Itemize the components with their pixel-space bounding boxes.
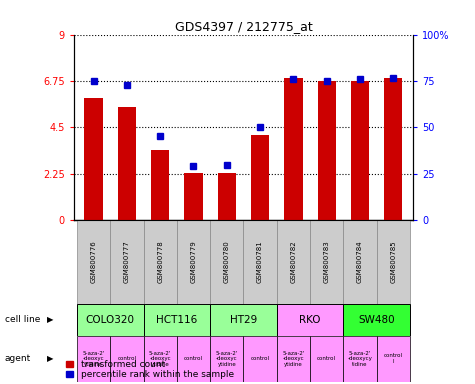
Bar: [244, 220, 277, 303]
Bar: [377, 220, 410, 303]
Text: 5-aza-2'
-deoxyc
ytidine: 5-aza-2' -deoxyc ytidine: [216, 351, 238, 367]
Text: SW480: SW480: [358, 314, 395, 324]
Bar: [118, 107, 136, 220]
Bar: [251, 134, 269, 220]
Bar: [343, 303, 410, 336]
Text: GSM800781: GSM800781: [257, 240, 263, 283]
Text: 5-aza-2'
-deoxyc
ytidine: 5-aza-2' -deoxyc ytidine: [149, 351, 171, 367]
Bar: [177, 220, 210, 303]
Bar: [110, 336, 143, 382]
Bar: [177, 336, 210, 382]
Text: GSM800782: GSM800782: [290, 240, 296, 283]
Bar: [110, 220, 143, 303]
Text: GSM800780: GSM800780: [224, 240, 230, 283]
Bar: [244, 336, 277, 382]
Text: ▶: ▶: [47, 315, 53, 324]
Bar: [218, 173, 236, 220]
Text: ▶: ▶: [47, 354, 53, 363]
Text: GSM800783: GSM800783: [323, 240, 330, 283]
Bar: [284, 78, 303, 220]
Text: HT29: HT29: [230, 314, 257, 324]
Text: 5-aza-2'
-deoxycy
tidine: 5-aza-2' -deoxycy tidine: [348, 351, 372, 367]
Text: control
l: control l: [384, 354, 403, 364]
Bar: [143, 303, 210, 336]
Bar: [85, 98, 103, 220]
Text: COLO320: COLO320: [86, 314, 135, 324]
Bar: [384, 78, 402, 220]
Bar: [210, 220, 244, 303]
Text: cell line: cell line: [5, 315, 40, 324]
Bar: [351, 81, 369, 220]
Text: HCT116: HCT116: [156, 314, 198, 324]
Bar: [343, 336, 377, 382]
Bar: [310, 220, 343, 303]
Bar: [143, 336, 177, 382]
Bar: [317, 81, 336, 220]
Bar: [210, 336, 244, 382]
Text: GSM800785: GSM800785: [390, 240, 396, 283]
Bar: [143, 220, 177, 303]
Text: GSM800778: GSM800778: [157, 240, 163, 283]
Text: control: control: [117, 356, 136, 361]
Text: GSM800779: GSM800779: [190, 240, 197, 283]
Bar: [77, 336, 110, 382]
Text: GSM800777: GSM800777: [124, 240, 130, 283]
Bar: [310, 336, 343, 382]
Legend: transformed count, percentile rank within the sample: transformed count, percentile rank withi…: [66, 360, 234, 379]
Text: control: control: [184, 356, 203, 361]
Bar: [277, 220, 310, 303]
Bar: [77, 220, 110, 303]
Text: 5-aza-2'
-deoxyc
ytidine: 5-aza-2' -deoxyc ytidine: [83, 351, 105, 367]
Bar: [277, 303, 343, 336]
Bar: [151, 150, 170, 220]
Text: RKO: RKO: [299, 314, 321, 324]
Bar: [277, 336, 310, 382]
Bar: [377, 336, 410, 382]
Title: GDS4397 / 212775_at: GDS4397 / 212775_at: [175, 20, 313, 33]
Text: GSM800776: GSM800776: [91, 240, 96, 283]
Text: control: control: [317, 356, 336, 361]
Bar: [343, 220, 377, 303]
Bar: [77, 303, 143, 336]
Bar: [210, 303, 277, 336]
Bar: [184, 173, 203, 220]
Text: GSM800784: GSM800784: [357, 240, 363, 283]
Text: control: control: [251, 356, 270, 361]
Text: agent: agent: [5, 354, 31, 363]
Text: 5-aza-2'
-deoxyc
ytidine: 5-aza-2' -deoxyc ytidine: [282, 351, 304, 367]
